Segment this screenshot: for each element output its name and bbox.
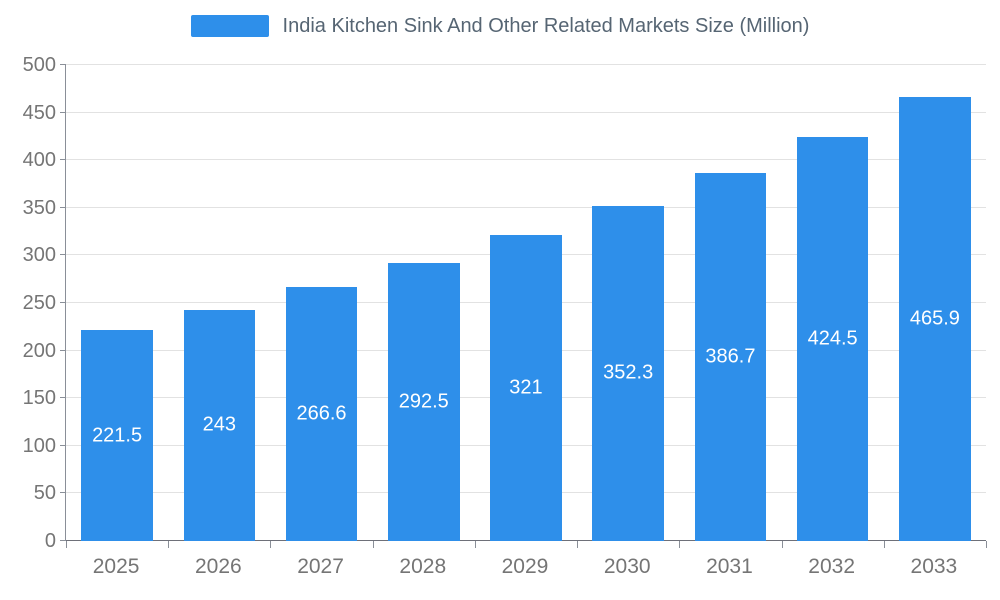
x-axis-tick bbox=[883, 541, 885, 548]
x-tick-label: 2028 bbox=[399, 555, 447, 578]
bar: 243 bbox=[183, 309, 256, 541]
gridline bbox=[66, 111, 986, 113]
x-tick-label: 2030 bbox=[603, 555, 651, 578]
y-tick-label: 0 bbox=[44, 530, 56, 552]
x-tick-label: 2033 bbox=[910, 555, 958, 578]
y-axis-tick bbox=[60, 540, 66, 541]
y-tick-label: 350 bbox=[22, 196, 56, 219]
bar: 386.7 bbox=[694, 172, 767, 541]
chart-title: India Kitchen Sink And Other Related Mar… bbox=[282, 14, 810, 37]
y-tick-label: 250 bbox=[22, 292, 56, 314]
y-tick-label: 450 bbox=[22, 101, 56, 124]
x-axis-tick bbox=[66, 541, 67, 548]
bar-value-label: 243 bbox=[202, 413, 236, 436]
x-axis-tick bbox=[679, 541, 681, 548]
plot-area: 221.5 243 266.6 292.5 321 352.3 386.7 424.5 465.… bbox=[60, 64, 987, 548]
x-axis-tick bbox=[986, 541, 987, 548]
y-axis: 0 50 100 150 200 250 300 350 400 450 500 bbox=[0, 55, 56, 551]
y-axis-tick bbox=[60, 111, 66, 113]
y-tick-label: 100 bbox=[22, 434, 56, 457]
y-tick-label: 300 bbox=[22, 244, 56, 267]
bar-value-label: 352.3 bbox=[603, 361, 654, 384]
y-tick-label: 50 bbox=[33, 482, 56, 505]
x-tick-label: 2029 bbox=[501, 555, 549, 578]
bar-value-label: 424.5 bbox=[807, 327, 858, 350]
y-axis-tick bbox=[60, 302, 66, 303]
x-axis-tick bbox=[168, 541, 170, 548]
y-axis-tick bbox=[60, 254, 66, 256]
x-axis-tick bbox=[372, 541, 374, 548]
y-axis-tick bbox=[60, 444, 66, 446]
y-axis-tick bbox=[60, 206, 66, 208]
bar: 221.5 bbox=[81, 330, 153, 541]
gridline bbox=[66, 159, 986, 161]
bar-value-label: 221.5 bbox=[92, 424, 143, 447]
bar-value-label: 266.6 bbox=[296, 402, 347, 425]
bar: 424.5 bbox=[796, 136, 869, 541]
legend-swatch bbox=[190, 15, 269, 37]
x-axis: 2025 2026 2027 2028 2029 2030 2031 2032 2033 bbox=[65, 541, 985, 586]
y-axis-tick bbox=[60, 159, 66, 161]
y-axis-tick bbox=[60, 492, 66, 494]
y-tick-label: 400 bbox=[22, 149, 56, 172]
bar: 465.9 bbox=[899, 97, 971, 541]
chart-legend: India Kitchen Sink And Other Related Mar… bbox=[0, 13, 1000, 39]
x-tick-label: 2032 bbox=[808, 555, 856, 578]
bar: 292.5 bbox=[388, 262, 460, 541]
bar-value-label: 321 bbox=[509, 376, 543, 399]
bar: 266.6 bbox=[285, 287, 358, 541]
y-axis-tick bbox=[60, 397, 66, 399]
x-tick-label: 2026 bbox=[194, 555, 242, 578]
x-tick-label: 2027 bbox=[297, 555, 344, 578]
gridline bbox=[66, 64, 986, 65]
bar: 321 bbox=[490, 235, 562, 541]
y-axis-tick bbox=[60, 349, 66, 351]
bar-value-label: 386.7 bbox=[705, 345, 756, 368]
x-axis-tick bbox=[577, 541, 579, 548]
x-axis-tick bbox=[474, 541, 476, 548]
bar: 352.3 bbox=[592, 205, 664, 541]
y-tick-label: 200 bbox=[22, 339, 56, 362]
x-axis-tick bbox=[270, 541, 272, 548]
x-tick-label: 2025 bbox=[92, 555, 140, 578]
y-tick-label: 150 bbox=[22, 387, 56, 410]
bar-value-label: 465.9 bbox=[909, 307, 960, 330]
gridline bbox=[66, 206, 986, 208]
x-axis-tick bbox=[781, 541, 783, 548]
y-axis-tick bbox=[60, 64, 66, 65]
bar-value-label: 292.5 bbox=[398, 390, 449, 413]
y-tick-label: 500 bbox=[22, 54, 56, 76]
x-tick-label: 2031 bbox=[706, 555, 753, 578]
